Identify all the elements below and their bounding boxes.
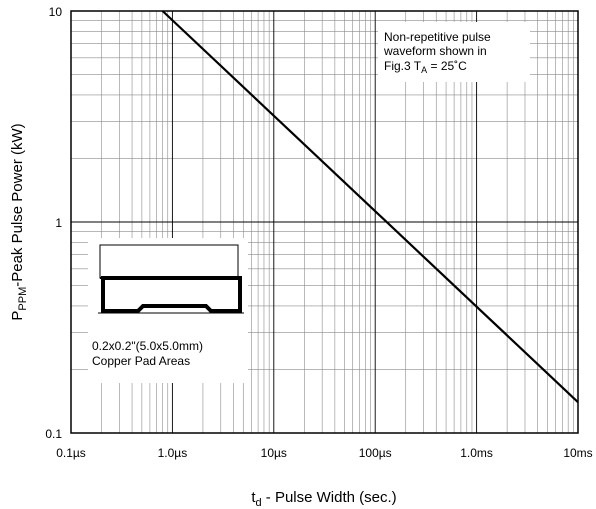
y-tick-label: 0.1 <box>45 427 62 441</box>
y-tick-labels: 0.1 1 10 <box>45 5 62 441</box>
annotation-line-3-prefix: Fig.3 T <box>384 59 422 73</box>
x-axis-title-sub: d <box>256 497 262 509</box>
x-axis-title-rest: - Pulse Width (sec.) <box>262 489 397 506</box>
x-tick-labels: 0.1µs 1.0µs 10µs 100µs 1.0ms 10ms <box>56 446 592 460</box>
annotation-line-2: waveform shown in <box>383 44 487 58</box>
x-tick-label: 100µs <box>359 446 392 460</box>
x-tick-label: 1.0µs <box>158 446 188 460</box>
annotation-line-3: Fig.3 TA = 25˚C <box>384 59 467 75</box>
annotation-line-1: Non-repetitive pulse <box>384 30 491 44</box>
plot-frame <box>70 10 579 434</box>
x-tick-label: 0.1µs <box>56 446 86 460</box>
waveform-annotation: Non-repetitive pulse waveform shown in F… <box>378 22 530 82</box>
series-line <box>161 10 579 403</box>
package-body-outline <box>99 244 239 279</box>
x-axis-title-main: t <box>251 489 256 506</box>
y-axis-title-main: P <box>9 311 26 321</box>
x-tick-label: 10ms <box>563 446 592 460</box>
package-inset: 0.2x0.2"(5.0x5.0mm) Copper Pad Areas <box>88 238 248 383</box>
pad-label-line-1: 0.2x0.2"(5.0x5.0mm) <box>92 339 203 353</box>
copper-pad-outline <box>101 276 242 313</box>
annotation-line-3-suffix: = 25˚C <box>427 59 467 73</box>
x-tick-label: 10µs <box>261 446 287 460</box>
pad-label-line-2: Copper Pad Areas <box>92 354 190 368</box>
series-layer <box>161 10 579 403</box>
annotation-line-3-sub: A <box>421 65 427 75</box>
y-axis-title-rest: -Peak Pulse Power (kW) <box>9 123 26 286</box>
y-tick-label: 10 <box>49 5 63 19</box>
x-axis-title: td - Pulse Width (sec.) <box>251 489 396 509</box>
y-axis-title: PPPM-Peak Pulse Power (kW) <box>9 123 29 320</box>
y-axis-title-sub: PPM <box>17 287 29 311</box>
y-tick-label: 1 <box>55 216 62 230</box>
annotation-background <box>378 22 530 82</box>
x-tick-label: 1.0ms <box>460 446 493 460</box>
